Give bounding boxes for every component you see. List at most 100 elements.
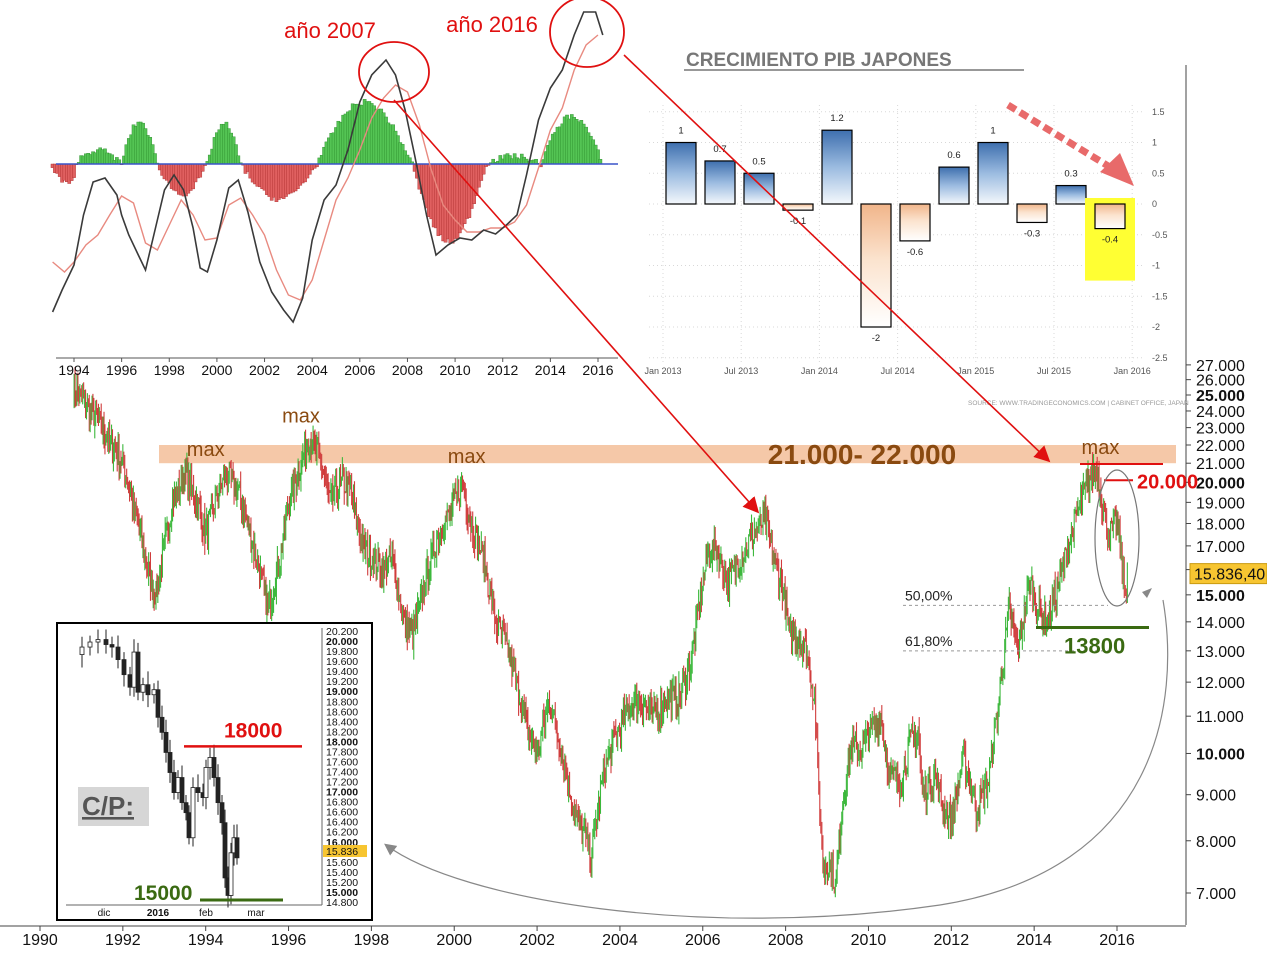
- y-tick-label: 22.000: [1196, 438, 1245, 455]
- max-label: max: [282, 406, 320, 428]
- gdp-bar: [704, 160, 736, 205]
- y-tick-label: 14.000: [1196, 615, 1245, 632]
- inset-x-tick-label: dic: [98, 908, 111, 919]
- x-tick-label: 2010: [851, 932, 887, 949]
- current-value-badge: [1189, 563, 1267, 585]
- histogram-bar: [72, 163, 76, 178]
- inset-x-tick-label: mar: [247, 908, 265, 919]
- inset-y-tick-label: 16.600: [326, 807, 358, 819]
- resistance-band-label: 21.000- 22.000: [768, 439, 956, 470]
- arrow-2016-to-peak: [623, 54, 1051, 463]
- gdp-value-label: -0.6: [907, 247, 923, 258]
- inset-y-tick-label: 17.600: [326, 756, 358, 768]
- inset-y-tick-label: 18.200: [326, 726, 358, 738]
- inset-candle: [163, 731, 169, 753]
- inset-candle: [186, 812, 192, 839]
- oscillator-x-tick-label: 1996: [106, 362, 137, 378]
- gdp-panel: CRECIMIENTO PIB JAPONES 10.70.5-0.11.2-2…: [629, 50, 1189, 410]
- inset-y-tick-label: 20.000: [326, 636, 358, 648]
- oscillator-x-tick-label: 2004: [297, 362, 328, 378]
- x-tick-label: 2008: [768, 932, 804, 949]
- gdp-value-label: 0.6: [947, 150, 960, 161]
- y-tick-label: 26.000: [1196, 373, 1245, 390]
- oscillator-x-tick-label: 1998: [154, 362, 185, 378]
- gdp-value-label: -0.3: [1024, 228, 1040, 239]
- oscillator-x-tick-label: 2008: [392, 362, 423, 378]
- inset-candle: [228, 852, 234, 896]
- fib-label: 61,80%: [905, 633, 952, 649]
- gdp-x-tick-label: Jul 2014: [881, 366, 915, 376]
- x-tick-label: 1998: [354, 932, 390, 949]
- gdp-value-label: 1.2: [830, 113, 843, 124]
- inset-candle: [151, 689, 157, 696]
- gdp-bar: [1055, 184, 1087, 205]
- inset-y-tick-label: 16.200: [326, 827, 358, 839]
- annotation-year-2016: año 2016: [446, 12, 538, 37]
- y-tick-label: 23.000: [1196, 421, 1245, 438]
- inset-candle: [109, 644, 115, 648]
- inset-y-tick-label: 17.800: [326, 746, 358, 758]
- current-value-label: 15.836,40: [1194, 567, 1265, 584]
- oscillator-line: [51, 11, 604, 324]
- gdp-y-tick-label: 0: [1152, 199, 1157, 209]
- y-tick-label: 8.000: [1196, 834, 1236, 851]
- gdp-bar: [1016, 203, 1048, 224]
- inset-candle: [219, 802, 225, 824]
- gdp-bar: [743, 172, 775, 205]
- gdp-value-label: -2: [872, 333, 880, 344]
- oscillator-x-tick-label: 2014: [535, 362, 566, 378]
- max-label: max: [448, 446, 486, 468]
- inset-candle: [121, 659, 127, 676]
- gdp-y-tick-label: 1.5: [1152, 107, 1165, 117]
- gdp-y-tick-label: -2: [1152, 322, 1160, 332]
- inset-y-tick-label: 19.600: [326, 656, 358, 668]
- x-tick-label: 1996: [271, 932, 307, 949]
- y-tick-label: 20.000: [1196, 475, 1245, 492]
- histogram-bar: [153, 153, 157, 165]
- gdp-bar: [821, 129, 853, 205]
- inset-cp-box: [78, 787, 149, 826]
- x-tick-label: 2016: [1099, 932, 1135, 949]
- gdp-bar: [860, 203, 892, 328]
- y-tick-label: 11.000: [1196, 709, 1244, 726]
- inset-panel: 20.20020.00019.80019.60019.40019.20019.0…: [56, 622, 373, 921]
- inset-candle: [79, 646, 85, 655]
- oscillator-x-tick-label: 2012: [487, 362, 518, 378]
- inset-candle: [87, 641, 93, 648]
- decline-ellipse: [1094, 469, 1140, 607]
- inset-y-tick-label: 19.200: [326, 676, 358, 688]
- oscillator-panel: 1994 1996 1998 2000 2002 2004 2006 2008 2010 2012…: [50, 0, 625, 378]
- inset-candle: [155, 689, 161, 718]
- arrow-to-inset: [384, 599, 1169, 919]
- y-tick-label: 13.000: [1196, 644, 1245, 661]
- annotation-arrows: [384, 54, 1169, 919]
- inset-y-tick-label: 17.000: [326, 787, 358, 799]
- gdp-x-tick-label: Jan 2014: [801, 366, 838, 376]
- y-tick-label: 17.000: [1196, 539, 1245, 556]
- inset-candle: [190, 787, 196, 839]
- gdp-bar: [977, 141, 1009, 205]
- gdp-x-tick-label: Jan 2016: [1114, 366, 1151, 376]
- y-tick-label: 21.000: [1196, 456, 1245, 473]
- inset-candle: [234, 837, 240, 859]
- arrow-2007-to-peak: [393, 99, 760, 514]
- inset-candle: [203, 767, 209, 799]
- y-tick-label: 27.000: [1196, 358, 1245, 375]
- gdp-value-label: 0.5: [752, 156, 765, 167]
- gdp-y-tick-label: 1: [1152, 138, 1157, 148]
- max-label: max: [1082, 437, 1120, 459]
- signal-line: [52, 34, 599, 301]
- inset-candle: [195, 787, 201, 793]
- circle-2007: [358, 41, 430, 103]
- inset-current-badge: [323, 845, 367, 858]
- inset-y-tick-label: 18.000: [326, 736, 358, 748]
- gdp-bar: [665, 141, 697, 205]
- gdp-y-tick-label: -1: [1152, 261, 1160, 271]
- y-tick-label: 9.000: [1196, 788, 1236, 805]
- inset-y-tick-label: 18.800: [326, 696, 358, 708]
- inset-x-tick-label: 2016: [147, 908, 170, 919]
- x-tick-label: 2014: [1016, 932, 1052, 949]
- y-tick-label: 25.000: [1196, 388, 1245, 405]
- inset-candle: [140, 684, 146, 693]
